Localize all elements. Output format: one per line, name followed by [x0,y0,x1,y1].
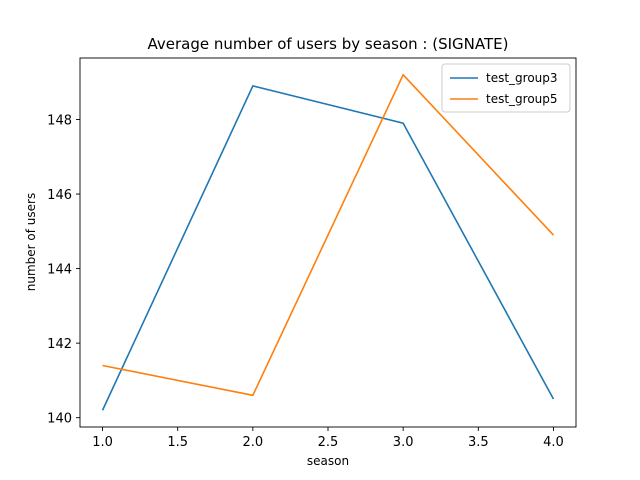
y-tick-label: 144 [47,263,72,278]
x-tick-label: 1.0 [92,435,113,450]
y-axis: 140 142 144 146 148 [47,114,80,427]
x-tick-label: 4.0 [543,435,564,450]
x-axis: 1.0 1.5 2.0 2.5 3.0 3.5 4.0 [92,427,564,450]
x-axis-label: season [307,454,349,468]
x-tick-label: 3.5 [468,435,489,450]
y-axis-label: number of users [24,193,38,291]
series-line-test_group5 [102,73,555,397]
x-tick-label: 1.5 [167,435,188,450]
series-layer [101,73,555,411]
y-tick-label: 148 [47,114,72,129]
legend-box [441,63,571,113]
x-tick-label: 2.0 [243,435,264,450]
y-tick-label: 146 [47,188,72,203]
series-line-test_group3 [101,85,555,411]
plot-area [79,57,577,428]
x-tick-label: 3.0 [393,435,414,450]
y-tick-label: 140 [47,412,72,427]
chart-title: Average number of users by season : (SIG… [148,35,509,53]
legend-label-test_group3: test_group3 [486,71,558,85]
plot-frame [79,57,577,428]
x-tick-label: 2.5 [318,435,339,450]
legend-label-test_group5: test_group5 [486,92,558,106]
legend: test_group3 test_group5 [441,63,571,113]
y-tick-label: 142 [47,337,72,352]
